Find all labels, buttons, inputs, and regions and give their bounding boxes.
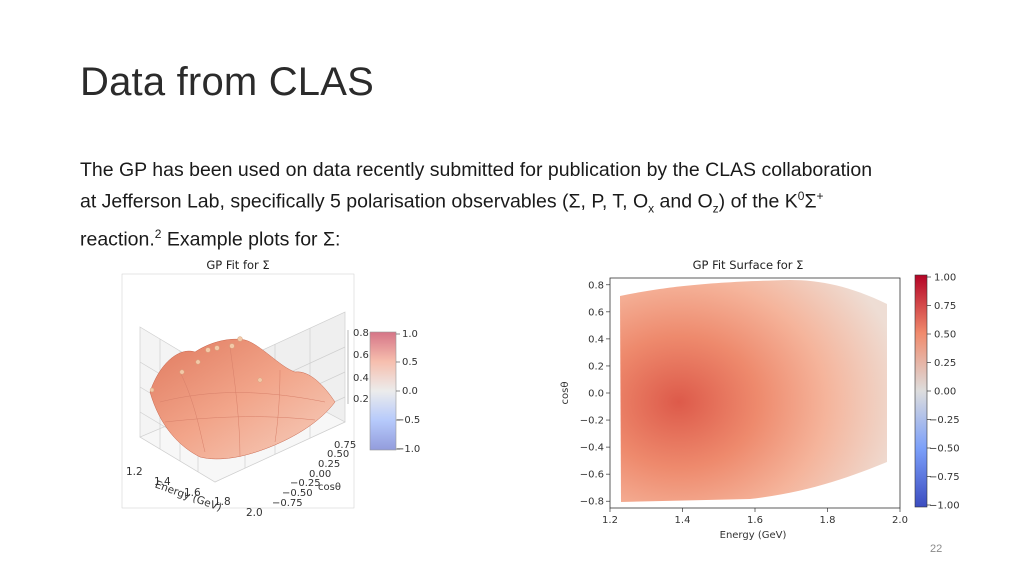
x-tick: 1.6 [184, 487, 201, 499]
y-tick: 0.6 [588, 307, 604, 318]
y-tick: −0.2 [580, 416, 604, 427]
subscript-x: x [648, 201, 655, 216]
colorbar: 1.0 0.5 0.0 −0.5 −1.0 [369, 329, 420, 455]
surface-wireframe [159, 346, 326, 458]
x-tick: 1.8 [214, 496, 231, 508]
superscript-zero: 0 [797, 189, 805, 203]
colorbar-tick: 0.25 [934, 358, 956, 369]
colorbar-tick: −0.5 [396, 415, 420, 426]
body-line-2a: at Jefferson Lab, specifically 5 polaris… [80, 190, 649, 213]
colorbar-tick: 0.0 [402, 386, 418, 397]
y-tick: −0.6 [580, 470, 604, 481]
page-number: 22 [930, 543, 943, 555]
heatmap-chart: GP Fit Surface for Σ 1.2 1.4 1.6 1.8 2.0 0.8… [560, 258, 960, 541]
heatmap-x-axis: 1.2 1.4 1.6 1.8 2.0 [602, 508, 908, 526]
y-axis: 0.75 0.50 0.25 0.00 −0.25 −0.50 −0.75 co… [272, 440, 356, 509]
colorbar-tick: 1.0 [402, 329, 418, 340]
colorbar-tick: 0.50 [934, 330, 956, 341]
body-line-1: The GP has been used on data recently su… [80, 159, 873, 181]
subscript-z: z [712, 201, 719, 216]
z-tick: 0.2 [353, 394, 369, 405]
surface-3d-chart: GP Fit for Σ 0.8 0.6 0.4 0.2 1.2 1.4 1.6… [121, 258, 420, 519]
y-tick: 0.75 [334, 440, 356, 451]
body-line-2b: and O [654, 190, 713, 213]
heatmap-title: GP Fit Surface for Σ [693, 258, 804, 272]
x-tick: 1.8 [820, 515, 836, 526]
colorbar-tick: −0.75 [929, 472, 960, 483]
surface-mesh [149, 338, 336, 460]
y-tick: 0.2 [588, 361, 604, 372]
x-tick: 1.2 [126, 466, 143, 478]
x-tick: 1.2 [602, 515, 618, 526]
superscript-plus: + [816, 189, 824, 203]
y-tick: −0.25 [290, 478, 321, 489]
heatmap-y-axis-label: cosθ [560, 382, 571, 405]
y-axis-label: cosθ [318, 482, 341, 493]
y-tick: −0.75 [272, 498, 303, 509]
colorbar-tick: −1.00 [929, 501, 960, 512]
body-line-3a: reaction. [80, 228, 155, 251]
heatmap-colorbar [914, 274, 928, 508]
x-tick: 2.0 [892, 515, 908, 526]
y-tick: −0.50 [282, 488, 313, 499]
y-tick: 0.25 [318, 459, 340, 470]
colorbar-tick: 1.00 [934, 273, 956, 284]
y-tick: 0.50 [327, 449, 349, 460]
slide-title: Data from CLAS [80, 60, 375, 104]
colorbar-tick: 0.5 [402, 357, 418, 368]
colorbar-tick: −0.50 [929, 444, 960, 455]
x-tick: 2.0 [246, 507, 263, 519]
data-points [149, 336, 263, 393]
z-axis: 0.8 0.6 0.4 0.2 [347, 328, 369, 405]
colorbar-tick: −1.0 [396, 444, 420, 455]
heatmap-colorbar-ticks: 1.00 0.75 0.50 0.25 0.00 −0.25 −0.50 −0.75 −1.00 [927, 273, 960, 512]
z-tick: 0.6 [353, 350, 369, 361]
y-tick: 0.00 [309, 469, 331, 480]
body-line-2c: ) of the K [718, 190, 798, 213]
colorbar-tick: 0.75 [934, 301, 956, 312]
z-tick: 0.8 [353, 328, 369, 339]
y-tick: −0.8 [580, 497, 604, 508]
y-tick: 0.8 [588, 280, 604, 291]
heatmap-surface [620, 280, 887, 502]
heatmap-plot-area [609, 277, 901, 509]
x-tick: 1.4 [154, 476, 171, 488]
slide-body-text: The GP has been used on data recently su… [80, 157, 960, 253]
heatmap-y-axis: 0.8 0.6 0.4 0.2 0.0 −0.2 −0.4 −0.6 −0.8 [580, 280, 610, 508]
reference-superscript: 2 [154, 227, 162, 242]
colorbar-tick: 0.00 [934, 387, 956, 398]
surface-3d-title: GP Fit for Σ [206, 258, 269, 272]
body-line-3b: Example plots for Σ: [161, 228, 341, 251]
y-tick: −0.4 [580, 443, 604, 454]
z-tick: 0.4 [353, 373, 369, 384]
body-line-2d: Σ [804, 190, 817, 213]
x-tick: 1.6 [747, 515, 763, 526]
y-tick: 0.4 [588, 334, 604, 345]
y-tick: 0.0 [588, 389, 604, 400]
heatmap-x-axis-label: Energy (GeV) [720, 530, 787, 541]
x-tick: 1.4 [675, 515, 691, 526]
colorbar-tick: −0.25 [929, 415, 960, 426]
